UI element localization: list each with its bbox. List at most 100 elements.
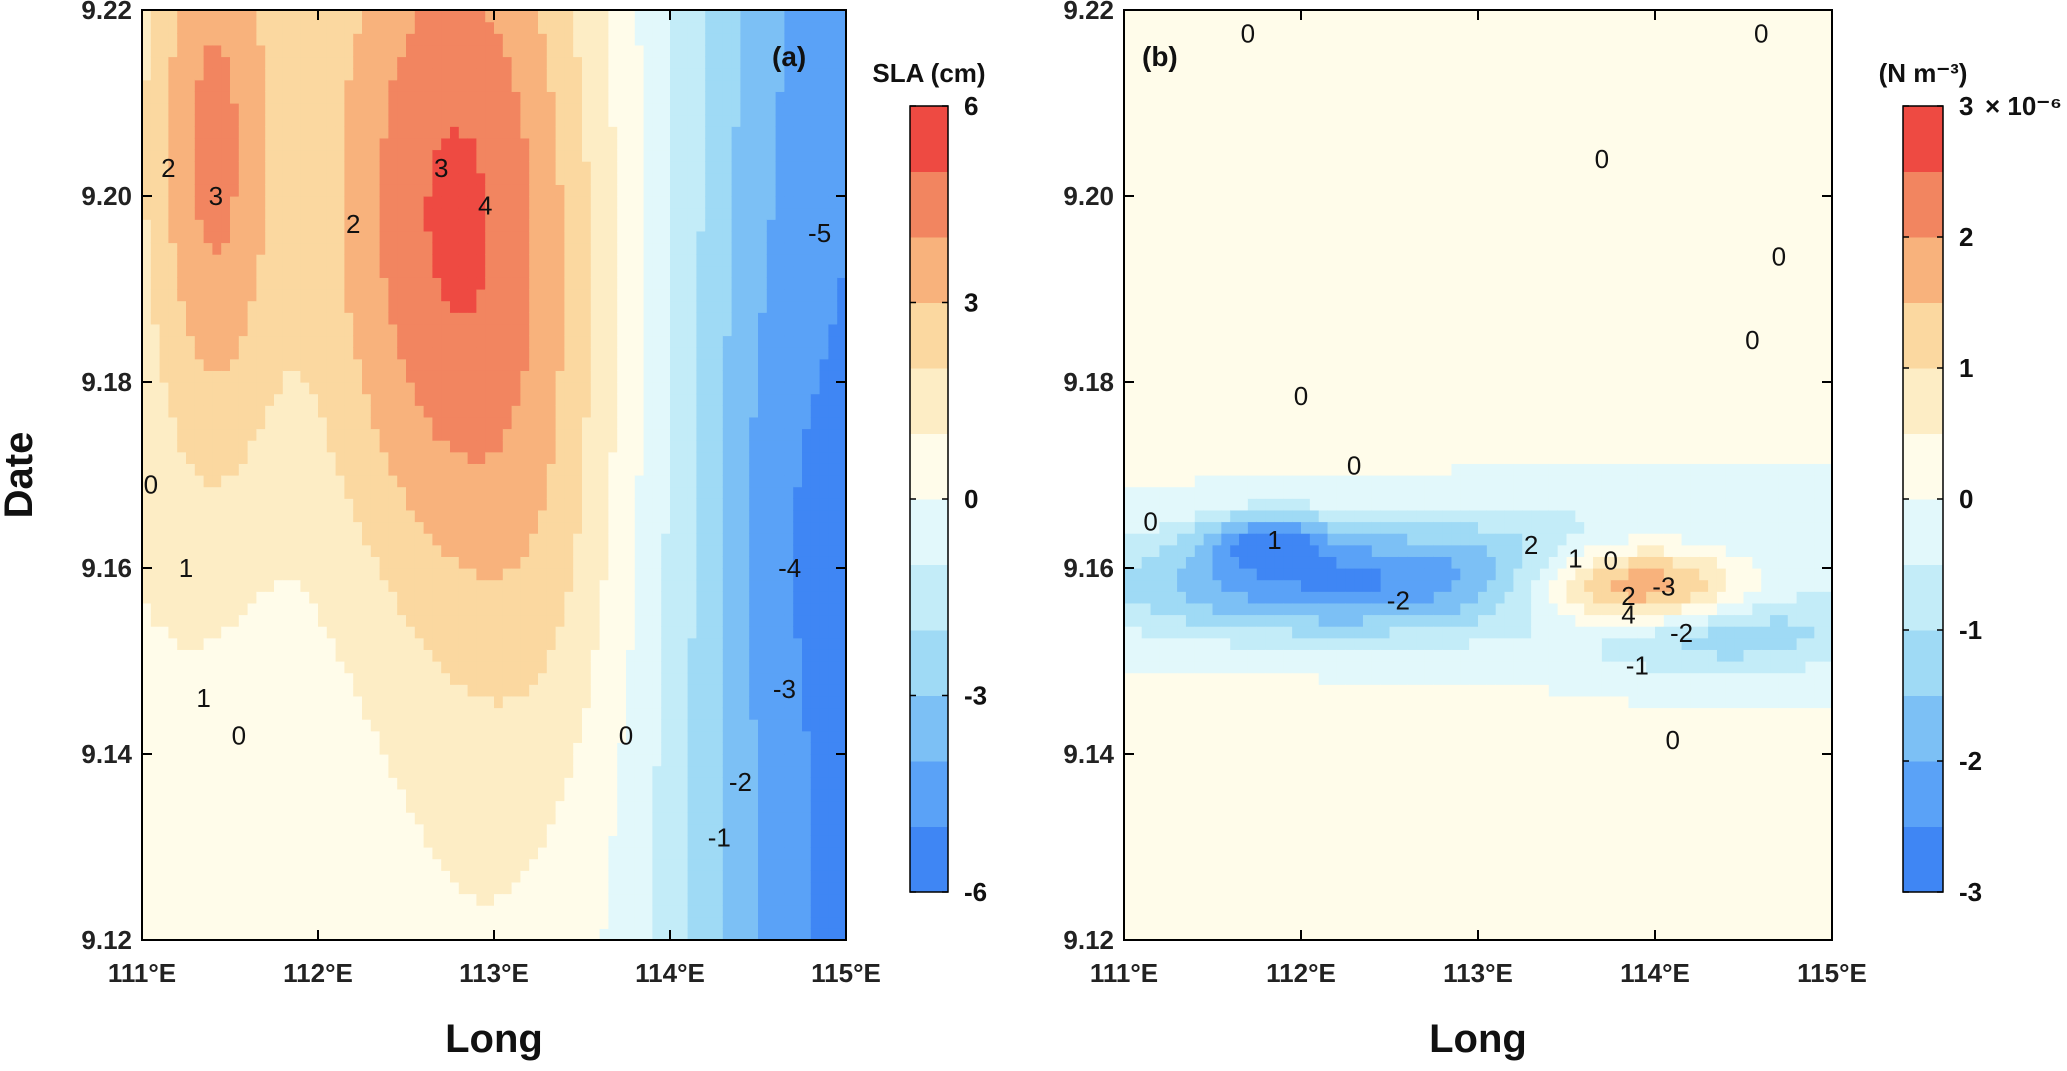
heatmap-cell: [441, 196, 451, 209]
heatmap-cell: [670, 335, 680, 348]
heatmap-cell: [362, 161, 372, 174]
heatmap-cell: [230, 196, 240, 209]
heatmap-cell: [194, 347, 205, 360]
heatmap-cell: [678, 289, 689, 302]
heatmap-cell: [661, 916, 671, 929]
heatmap-cell: [626, 79, 636, 92]
heatmap-cell: [599, 79, 609, 92]
heatmap-cell: [150, 79, 161, 92]
heatmap-cell: [494, 521, 504, 534]
heatmap-cell: [150, 835, 161, 848]
heatmap-cell: [309, 568, 319, 581]
heatmap-cell: [670, 544, 680, 557]
heatmap-cell: [318, 277, 328, 290]
heatmap-cell: [502, 196, 513, 209]
heatmap-cell: [282, 10, 293, 23]
heatmap-cell: [397, 137, 407, 151]
heatmap-cell: [282, 788, 293, 802]
heatmap-cell: [634, 370, 645, 383]
heatmap-cell: [511, 451, 521, 464]
heatmap-cell: [458, 44, 469, 58]
heatmap-cell: [626, 451, 636, 464]
heatmap-cell: [344, 207, 354, 220]
heatmap-cell: [274, 312, 284, 325]
heatmap-cell: [678, 498, 689, 511]
heatmap-cell: [599, 788, 609, 802]
heatmap-cell: [221, 265, 231, 278]
heatmap-cell: [582, 788, 592, 802]
heatmap-cell: [177, 823, 187, 836]
heatmap-cell: [221, 405, 231, 418]
heatmap-cell: [142, 242, 152, 255]
heatmap-cell: [353, 323, 363, 337]
heatmap-cell: [168, 196, 178, 209]
heatmap-cell: [599, 475, 609, 488]
heatmap-cell: [661, 21, 671, 34]
heatmap-cell: [168, 858, 178, 871]
heatmap-cell: [203, 637, 213, 650]
heatmap-cell: [458, 602, 469, 616]
heatmap-cell: [643, 347, 653, 360]
heatmap-cell: [186, 509, 196, 523]
heatmap-cell: [194, 568, 205, 581]
heatmap-cell: [379, 602, 389, 616]
heatmap-cell: [203, 254, 213, 267]
heatmap-cell: [678, 254, 689, 267]
heatmap-cell: [344, 916, 354, 929]
heatmap-cell: [529, 800, 539, 813]
heatmap-cell: [617, 754, 627, 767]
heatmap-cell: [406, 137, 416, 151]
heatmap-cell: [608, 33, 618, 46]
heatmap-cell: [441, 300, 451, 313]
heatmap-cell: [643, 649, 653, 662]
heatmap-cell: [467, 916, 477, 929]
heatmap-cell: [397, 823, 407, 836]
heatmap-cell: [221, 602, 231, 616]
heatmap-cell: [608, 172, 618, 185]
heatmap-cell: [309, 172, 319, 185]
heatmap-cell: [256, 614, 266, 627]
heatmap-cell: [573, 695, 583, 709]
heatmap-cell: [212, 219, 222, 232]
heatmap-cell: [159, 312, 169, 325]
heatmap-cell: [177, 219, 187, 232]
heatmap-cell: [661, 312, 671, 325]
heatmap-cell: [573, 393, 583, 406]
heatmap-cell: [406, 451, 416, 464]
heatmap-cell: [388, 754, 398, 767]
heatmap-cell: [494, 335, 504, 348]
heatmap-cell: [423, 149, 433, 162]
heatmap-cell: [529, 684, 539, 697]
heatmap-cell: [221, 870, 231, 883]
heatmap-cell: [362, 405, 372, 418]
heatmap-cell: [388, 812, 398, 825]
heatmap-cell: [564, 137, 574, 151]
heatmap-cell: [502, 254, 513, 267]
heatmap-cell: [476, 475, 486, 488]
heatmap-cell: [353, 498, 363, 511]
heatmap-cell: [511, 626, 521, 639]
heatmap-cell: [423, 300, 433, 313]
heatmap-cell: [573, 812, 583, 825]
heatmap-cell: [388, 370, 398, 383]
heatmap-cell: [282, 370, 293, 383]
heatmap-cell: [142, 172, 152, 185]
heatmap-cell: [502, 300, 513, 313]
heatmap-cell: [335, 893, 345, 906]
heatmap-cell: [274, 33, 284, 46]
heatmap-cell: [344, 137, 354, 151]
heatmap-cell: [538, 21, 548, 34]
heatmap-cell: [194, 137, 205, 151]
heatmap-cell: [318, 777, 328, 790]
heatmap-cell: [582, 440, 592, 453]
heatmap-cell: [344, 103, 354, 116]
heatmap-cell: [265, 300, 275, 313]
heatmap-cell: [511, 137, 521, 151]
heatmap-cell: [564, 556, 574, 569]
heatmap-cell: [238, 765, 249, 778]
heatmap-cell: [582, 858, 592, 871]
heatmap-cell: [476, 463, 486, 476]
heatmap-cell: [362, 358, 372, 371]
heatmap-cell: [582, 103, 592, 116]
heatmap-cell: [150, 695, 161, 709]
